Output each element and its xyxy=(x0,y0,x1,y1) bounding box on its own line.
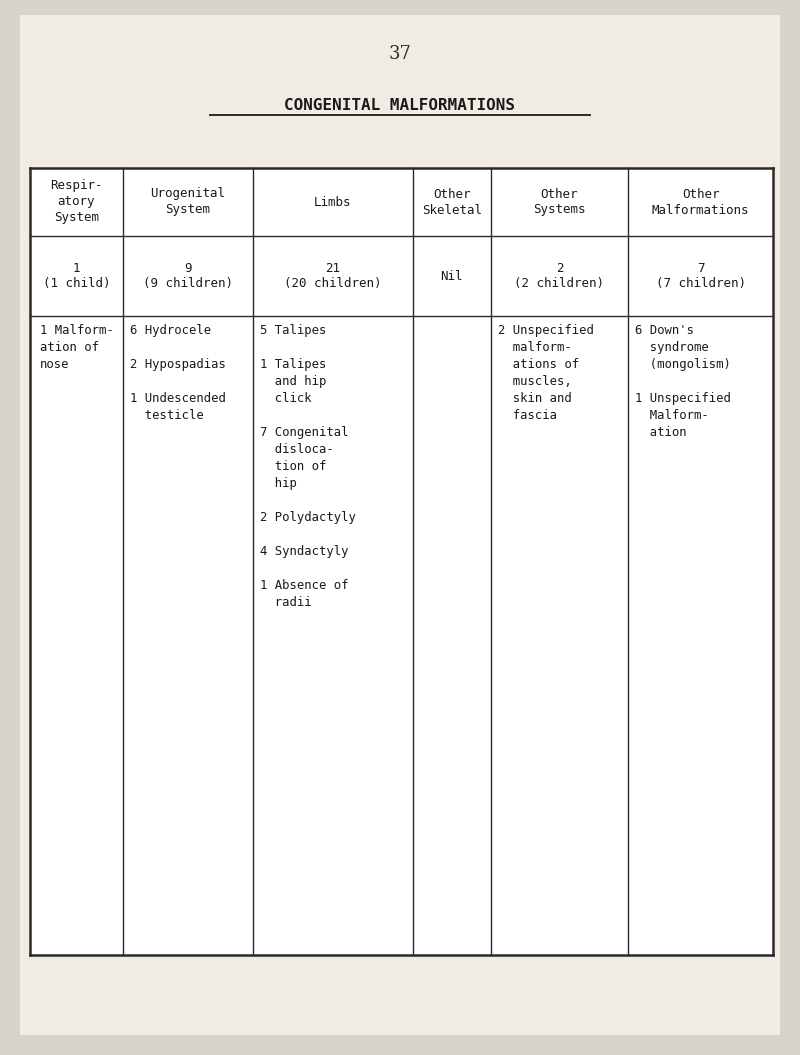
Text: 6 Down's
  syndrome
  (mongolism)

1 Unspecified
  Malform-
  ation: 6 Down's syndrome (mongolism) 1 Unspecif… xyxy=(635,324,731,439)
Bar xyxy=(30,168,773,955)
Text: 5 Talipes

1 Talipes
  and hip
  click

7 Congenital
  disloca-
  tion of
  hip
: 5 Talipes 1 Talipes and hip click 7 Cong… xyxy=(260,324,356,609)
Text: 7
(7 children): 7 (7 children) xyxy=(655,262,746,290)
Text: Respir-
atory
System: Respir- atory System xyxy=(50,179,102,225)
Text: Other
Systems: Other Systems xyxy=(533,188,586,216)
Text: 1 Malform-
ation of
nose: 1 Malform- ation of nose xyxy=(39,324,114,371)
Text: Urogenital
System: Urogenital System xyxy=(150,188,226,216)
Text: CONGENITAL MALFORMATIONS: CONGENITAL MALFORMATIONS xyxy=(285,97,515,113)
Text: Other
Malformations: Other Malformations xyxy=(652,188,750,216)
Text: 2
(2 children): 2 (2 children) xyxy=(514,262,604,290)
Text: Nil: Nil xyxy=(441,269,463,283)
Text: 9
(9 children): 9 (9 children) xyxy=(143,262,233,290)
Text: 37: 37 xyxy=(389,45,411,63)
Text: 21
(20 children): 21 (20 children) xyxy=(284,262,382,290)
Text: 1
(1 child): 1 (1 child) xyxy=(42,262,110,290)
Text: Limbs: Limbs xyxy=(314,195,351,209)
Text: 2 Unspecified
  malform-
  ations of
  muscles,
  skin and
  fascia: 2 Unspecified malform- ations of muscles… xyxy=(498,324,594,422)
Text: Other
Skeletal: Other Skeletal xyxy=(422,188,482,216)
Text: 6 Hydrocele

2 Hypospadias

1 Undescended
  testicle: 6 Hydrocele 2 Hypospadias 1 Undescended … xyxy=(130,324,226,422)
